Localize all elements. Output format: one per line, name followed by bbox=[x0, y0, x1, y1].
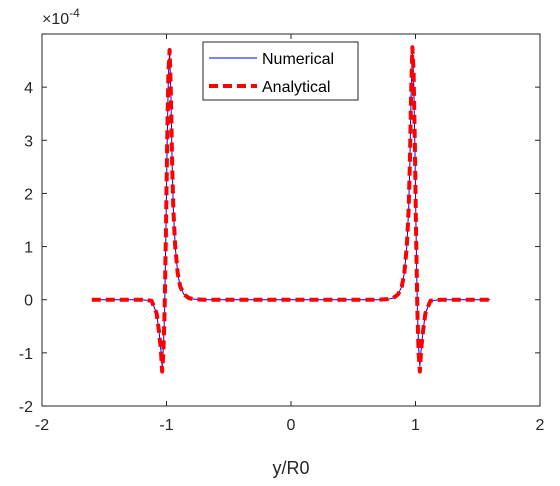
legend-box bbox=[202, 41, 359, 101]
y-tick-label: 2 bbox=[24, 186, 33, 203]
legend-label-analytical: Analytical bbox=[262, 79, 330, 96]
legend-label-numerical: Numerical bbox=[262, 51, 334, 68]
x-tick-label: -1 bbox=[159, 417, 173, 434]
legend: Numerical Analytical bbox=[202, 41, 359, 101]
y-tick-label: 4 bbox=[24, 80, 33, 97]
y-tick-label: 1 bbox=[24, 240, 33, 257]
y-exponent-power: -4 bbox=[69, 6, 80, 20]
y-tick-label: 3 bbox=[24, 133, 33, 150]
y-exponent: ×10-4 bbox=[42, 6, 80, 28]
svg-text:×10-4: ×10-4 bbox=[42, 6, 80, 28]
series-line-numerical bbox=[91, 52, 491, 367]
x-tick-label: -2 bbox=[35, 417, 49, 434]
ticks-layer: -2 -1 0 1 2 -2 -1 0 1 2 3 4 bbox=[19, 34, 545, 434]
y-tick-label: 0 bbox=[24, 293, 33, 310]
y-tick-label: -1 bbox=[19, 346, 33, 363]
y-tick-label: -2 bbox=[19, 399, 33, 416]
y-exponent-base: ×10 bbox=[42, 11, 69, 28]
x-axis-label: y/R0 bbox=[272, 458, 309, 478]
x-tick-label: 2 bbox=[536, 417, 545, 434]
x-tick-label: 0 bbox=[287, 417, 296, 434]
x-tick-label: 1 bbox=[411, 417, 420, 434]
series-layer bbox=[91, 45, 491, 374]
